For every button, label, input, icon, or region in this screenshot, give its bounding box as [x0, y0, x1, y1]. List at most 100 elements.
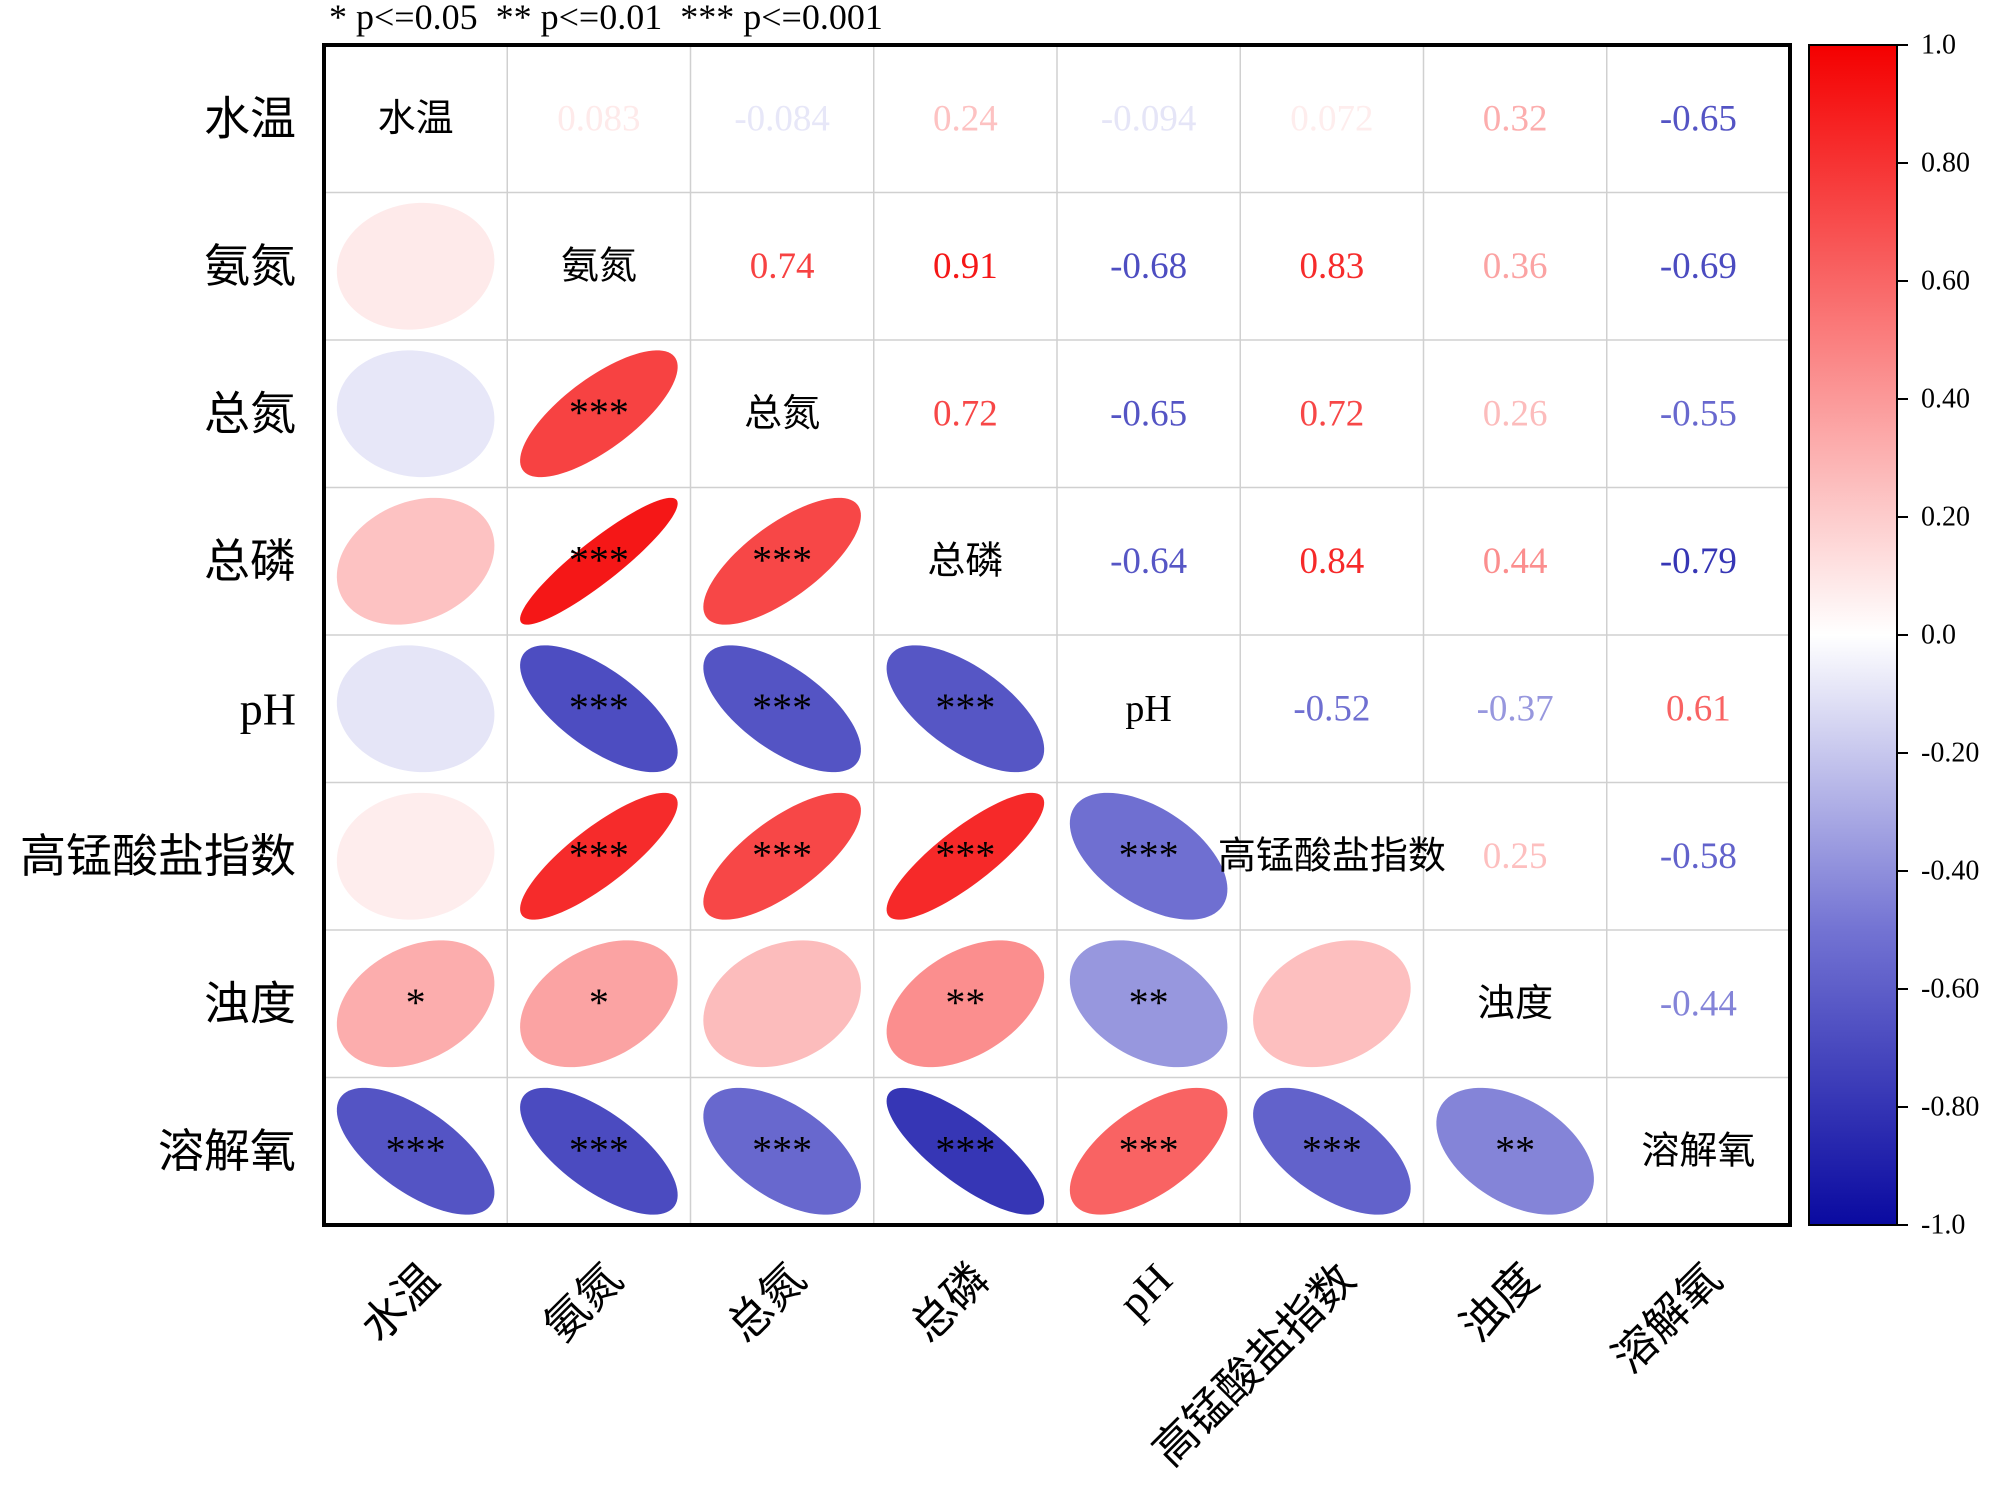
- correlation-ellipse: [1069, 940, 1228, 1068]
- diagonal-variable-label: pH: [1125, 688, 1171, 730]
- correlation-ellipse: [703, 940, 861, 1068]
- correlation-value-label: 0.72: [933, 393, 998, 434]
- colorbar-tick-label: 0.80: [1921, 148, 1970, 179]
- significance-stars: **: [1129, 980, 1169, 1025]
- colorbar-tick-label: 1.0: [1921, 30, 1956, 61]
- correlation-value-label: 0.91: [933, 246, 998, 287]
- correlation-value-label: 0.72: [1300, 393, 1365, 434]
- colorbar-tick-label: -0.20: [1921, 738, 1979, 769]
- correlation-value-label: 0.26: [1483, 393, 1548, 434]
- correlation-ellipse: [336, 645, 495, 773]
- correlation-value-label: 0.25: [1483, 836, 1548, 877]
- significance-stars: ***: [569, 1127, 629, 1172]
- significance-stars: ***: [752, 685, 812, 730]
- significance-stars: ***: [752, 537, 812, 582]
- diagonal-variable-label: 总磷: [927, 540, 1003, 582]
- correlation-ellipse: [520, 645, 678, 773]
- colorbar-tick-label: -0.40: [1921, 856, 1979, 887]
- correlation-value-label: 0.44: [1483, 541, 1548, 582]
- column-label: 水温: [352, 1254, 449, 1351]
- correlation-value-label: 0.072: [1290, 98, 1373, 139]
- correlation-ellipse: [703, 497, 861, 625]
- colorbar-tick-label: -0.60: [1921, 974, 1979, 1005]
- colorbar-tick-label: -0.80: [1921, 1092, 1979, 1123]
- row-label: 总氮: [204, 388, 296, 439]
- correlation-value-label: -0.65: [1660, 98, 1737, 139]
- column-label: 浊度: [1451, 1254, 1548, 1351]
- colorbar-tick-label: -1.0: [1921, 1210, 1965, 1241]
- correlation-value-label: -0.52: [1293, 688, 1370, 729]
- correlation-value-label: -0.094: [1101, 98, 1197, 139]
- correlation-value-label: 0.36: [1483, 246, 1548, 287]
- diagonal-variable-label: 溶解氧: [1641, 1130, 1755, 1172]
- column-label: 总氮: [718, 1254, 815, 1351]
- colorbar: 1.0 0.80 0.60 0.40 0.20 0.0 -0.20 -0.40 -0.60 -0.…: [1808, 30, 1979, 1241]
- colorbar-tick-label: 0.20: [1921, 502, 1970, 533]
- significance-stars: ***: [1119, 1127, 1179, 1172]
- column-label: 氨氮: [535, 1254, 632, 1351]
- significance-stars: ***: [752, 1127, 812, 1172]
- colorbar-tick-label: 0.0: [1921, 620, 1956, 651]
- correlation-ellipse: [1253, 1087, 1411, 1215]
- correlation-ellipse: [520, 792, 678, 920]
- correlation-ellipse: [336, 350, 495, 478]
- correlation-value-label: -0.65: [1110, 393, 1187, 434]
- correlation-ellipse: [520, 350, 678, 478]
- diagonal-variable-label: 高锰酸盐指数: [1218, 835, 1446, 877]
- correlation-ellipse: [520, 1087, 678, 1215]
- significance-stars: ***: [569, 685, 629, 730]
- correlation-ellipse: [336, 792, 495, 920]
- significance-stars: ***: [752, 832, 812, 877]
- correlation-ellipse: [336, 940, 495, 1068]
- row-label: 浊度: [204, 978, 296, 1029]
- correlation-value-label: -0.44: [1660, 983, 1737, 1024]
- significance-stars: ***: [569, 832, 629, 877]
- significance-stars: *: [406, 980, 426, 1025]
- row-label: 氨氮: [204, 241, 296, 292]
- correlation-ellipse: [336, 1087, 495, 1215]
- significance-stars: ***: [935, 685, 995, 730]
- row-label: 总磷: [204, 536, 296, 587]
- correlation-ellipse: [520, 940, 678, 1068]
- diagonal-variable-label: 浊度: [1477, 983, 1553, 1025]
- diagonal-variable-label: 氨氮: [561, 245, 637, 287]
- correlation-value-label: 0.61: [1666, 688, 1731, 729]
- column-label: pH: [1109, 1254, 1182, 1327]
- column-label: 溶解氧: [1603, 1254, 1731, 1382]
- significance-stars: **: [1495, 1127, 1535, 1172]
- correlation-ellipse: [886, 1087, 1045, 1215]
- diagonal-variable-label: 总氮: [744, 393, 820, 435]
- significance-stars: **: [945, 980, 985, 1025]
- significance-stars: *: [589, 980, 609, 1025]
- significance-stars: ***: [1302, 1127, 1362, 1172]
- correlation-value-label: 0.24: [933, 98, 998, 139]
- colorbar-ticks: 1.0 0.80 0.60 0.40 0.20 0.0 -0.20 -0.40 -0.60 -0.…: [1897, 30, 1979, 1241]
- significance-stars: ***: [935, 832, 995, 877]
- grid-lines: [324, 45, 1790, 1225]
- correlation-value-label: -0.58: [1660, 836, 1737, 877]
- correlation-value-label: -0.64: [1110, 541, 1187, 582]
- significance-stars: ***: [935, 1127, 995, 1172]
- correlation-ellipse: [520, 497, 678, 625]
- row-label: 水温: [204, 93, 296, 144]
- correlation-ellipse: [1069, 792, 1228, 920]
- correlation-value-label: 0.083: [557, 98, 640, 139]
- row-label: pH: [240, 683, 296, 734]
- correlation-value-label: 0.84: [1300, 541, 1365, 582]
- correlation-ellipse: [1436, 1087, 1594, 1215]
- significance-stars: ***: [569, 390, 629, 435]
- correlation-value-label: 0.74: [750, 246, 815, 287]
- diagonal-variable-label: 水温: [378, 98, 454, 140]
- correlation-value-label: -0.68: [1110, 246, 1187, 287]
- correlation-ellipse: [336, 202, 495, 330]
- significance-stars: ***: [569, 537, 629, 582]
- correlation-value-label: 0.32: [1483, 98, 1548, 139]
- row-label: 高锰酸盐指数: [20, 831, 296, 882]
- significance-stars: ***: [1119, 832, 1179, 877]
- significance-legend: * p<=0.05 ** p<=0.01 *** p<=0.001: [329, 0, 883, 37]
- correlation-value-label: -0.79: [1660, 541, 1737, 582]
- correlation-ellipse: [886, 940, 1045, 1068]
